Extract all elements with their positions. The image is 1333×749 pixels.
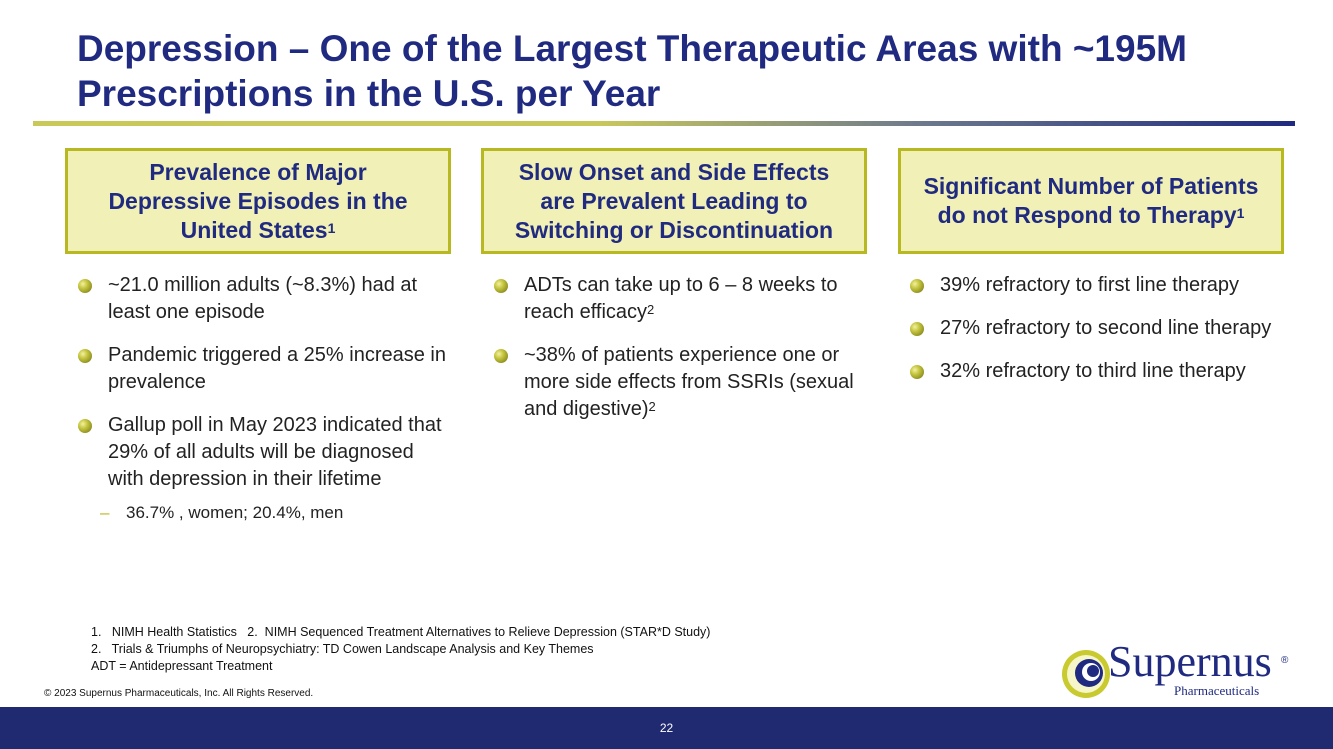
heading-line: Significant Number of Patients [923,173,1259,199]
heading-line: are Prevalent Leading to [540,187,808,214]
title-line-2: Prescriptions in the U.S. per Year [77,73,661,114]
title-line-1: Depression – One of the Largest Therapeu… [77,28,1187,69]
list-item: 27% refractory to second line therapy [910,315,1280,342]
bullet-text: ~21.0 million adults (~8.3%) had at leas… [108,274,418,323]
dash-icon: – [100,503,110,522]
bullet-text: Pandemic triggered a 25% increase in pre… [108,344,446,393]
list-item: ~38% of patients experience one or more … [494,342,864,423]
logo-subtitle: Pharmaceuticals [1174,683,1260,698]
footnote-ref: 1 [1236,205,1245,221]
registered-mark: ® [1281,655,1289,666]
bullet-dot-icon [910,322,924,336]
bullet-text: 39% refractory to first line therapy [940,274,1240,296]
bullet-text: 27% refractory to second line therapy [940,317,1272,339]
bullet-dot-icon [78,419,92,433]
bullet-list-side-effects: ADTs can take up to 6 – 8 weeks to reach… [494,272,864,439]
footnote-ref: 1 [327,219,336,236]
heading-line: United States [180,216,328,243]
bullet-list-non-response: 39% refractory to first line therapy 27%… [910,272,1280,401]
list-item: 32% refractory to third line therapy [910,358,1280,385]
footnote-line: ADT = Antidepressant Treatment [91,659,273,673]
list-item: 39% refractory to first line therapy [910,272,1280,299]
sub-bullet-text: 36.7% , women; 20.4%, men [126,503,344,522]
page-number: 22 [659,721,674,735]
list-item: ADTs can take up to 6 – 8 weeks to reach… [494,272,864,326]
bullet-list-prevalence: ~21.0 million adults (~8.3%) had at leas… [78,272,448,524]
bullet-dot-icon [78,279,92,293]
column-heading-prevalence: Prevalence of Major Depressive Episodes … [65,148,451,254]
list-item: ~21.0 million adults (~8.3%) had at leas… [78,272,448,326]
bullet-dot-icon [78,349,92,363]
bullet-text: ADTs can take up to 6 – 8 weeks to reach… [524,274,838,323]
bullet-dot-icon [910,365,924,379]
footnote-line: 1. NIMH Health Statistics 2. NIMH Sequen… [91,625,711,639]
logo-wordmark: Supernus [1108,637,1272,686]
list-item: Pandemic triggered a 25% increase in pre… [78,342,448,396]
title-divider [33,121,1295,126]
heading-line: Prevalence of Major [149,158,367,185]
copyright-notice: © 2023 Supernus Pharmaceuticals, Inc. Al… [44,688,314,699]
bullet-text: ~38% of patients experience one or more … [524,344,854,420]
bullet-text: Gallup poll in May 2023 indicated that 2… [108,414,442,490]
bullet-text: 32% refractory to third line therapy [940,360,1246,382]
heading-line: do not Respond to Therapy [937,202,1237,228]
bullet-dot-icon [494,349,508,363]
slide-title: Depression – One of the Largest Therapeu… [77,26,1297,116]
logo-swirl-icon [1062,650,1110,698]
heading-line: Depressive Episodes in the [108,187,408,214]
footnote-ref: 2 [647,302,655,317]
sub-list-item: –36.7% , women; 20.4%, men [78,501,448,524]
column-heading-side-effects: Slow Onset and Side Effects are Prevalen… [481,148,867,254]
bullet-dot-icon [910,279,924,293]
bullet-dot-icon [494,279,508,293]
heading-line: Switching or Discontinuation [514,216,834,243]
footnotes: 1. NIMH Health Statistics 2. NIMH Sequen… [91,624,710,675]
column-heading-non-response: Significant Number of Patients do not Re… [898,148,1284,254]
list-item: Gallup poll in May 2023 indicated that 2… [78,412,448,493]
footer-bar: 22 [0,707,1333,749]
footnote-line: 2. Trials & Triumphs of Neuropsychiatry:… [91,642,594,656]
footnote-ref: 2 [648,399,656,414]
heading-line: Slow Onset and Side Effects [518,158,830,185]
company-logo: Supernus ® Pharmaceuticals [1060,639,1300,701]
